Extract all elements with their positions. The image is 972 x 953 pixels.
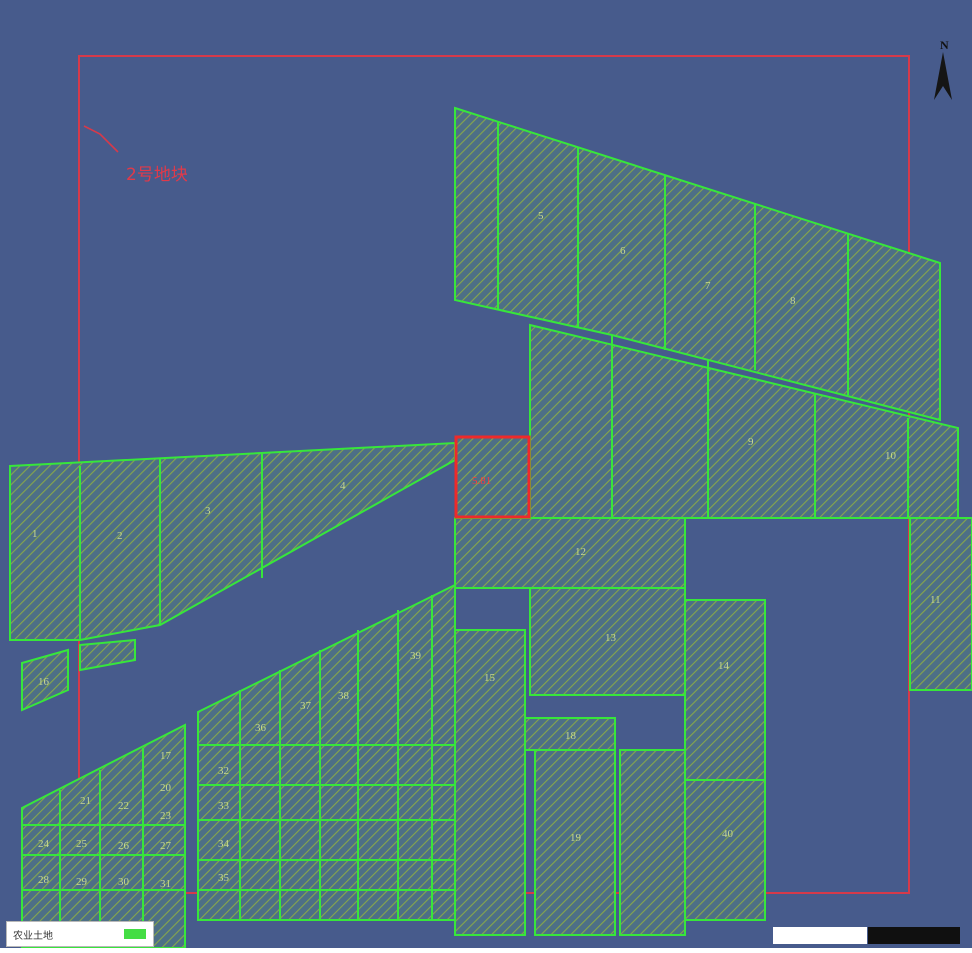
parcel-label: 2 bbox=[117, 530, 123, 542]
parcel-label: 27 bbox=[160, 840, 171, 852]
parcel-label: 24 bbox=[38, 838, 49, 850]
parcel-middle-band[interactable] bbox=[454, 517, 686, 589]
parcel-label: 11 bbox=[930, 594, 941, 606]
parcel-label: 8 bbox=[790, 295, 796, 307]
parcel-label: 37 bbox=[300, 700, 311, 712]
center-parcel-label: 5.81 bbox=[472, 475, 492, 487]
parcel-label: 26 bbox=[118, 840, 129, 852]
parcel-label: 16 bbox=[38, 676, 49, 688]
parcel-center-b[interactable] bbox=[684, 599, 766, 781]
parcel-label: 10 bbox=[885, 450, 896, 462]
parcel-label: 21 bbox=[80, 795, 91, 807]
north-arrow-icon bbox=[934, 52, 952, 100]
parcel-small-left[interactable] bbox=[79, 638, 136, 672]
legend: 农业土地 bbox=[6, 921, 154, 947]
north-letter: N bbox=[940, 38, 949, 52]
parcel-label: 6 bbox=[620, 245, 626, 257]
parcel-label: 1 bbox=[32, 528, 38, 540]
center-parcel-highlight[interactable] bbox=[454, 435, 531, 519]
parcel-upper-right-top[interactable] bbox=[454, 106, 941, 422]
parcel-label: 20 bbox=[160, 782, 171, 794]
parcel-label: 32 bbox=[218, 765, 229, 777]
parcel-label: 28 bbox=[38, 874, 49, 886]
parcel-column-4[interactable] bbox=[684, 779, 766, 921]
parcel-label: 25 bbox=[76, 838, 87, 850]
title-annotation: 2号地块 bbox=[126, 165, 188, 185]
parcel-label: 13 bbox=[605, 632, 616, 644]
parcel-label: 17 bbox=[160, 750, 171, 762]
parcel-grid-middle[interactable] bbox=[197, 583, 456, 921]
parcel-label: 5 bbox=[538, 210, 544, 222]
parcel-11[interactable] bbox=[909, 517, 972, 691]
legend-swatch bbox=[124, 929, 146, 939]
legend-label: 农业土地 bbox=[13, 931, 53, 942]
parcel-label: 39 bbox=[410, 650, 421, 662]
parcel-label: 12 bbox=[575, 546, 586, 558]
parcel-label: 3 bbox=[205, 505, 211, 517]
scalebar-segment bbox=[868, 927, 960, 944]
parcel-16[interactable] bbox=[21, 648, 69, 712]
parcel-label: 29 bbox=[76, 876, 87, 888]
parcel-column-2[interactable] bbox=[534, 749, 616, 936]
parcel-label: 33 bbox=[218, 800, 229, 812]
parcel-label: 31 bbox=[160, 878, 171, 890]
parcel-label: 34 bbox=[218, 838, 229, 850]
parcel-label: 40 bbox=[722, 828, 733, 840]
parcel-label: 36 bbox=[255, 722, 266, 734]
parcel-label: 14 bbox=[718, 660, 729, 672]
scalebar-segment bbox=[773, 927, 867, 944]
parcel-label: 35 bbox=[218, 872, 229, 884]
parcel-label: 9 bbox=[748, 436, 754, 448]
parcel-label: 15 bbox=[484, 672, 495, 684]
parcel-label: 22 bbox=[118, 800, 129, 812]
parcel-label: 23 bbox=[160, 810, 171, 822]
parcel-label: 19 bbox=[570, 832, 581, 844]
parcel-label: 7 bbox=[705, 280, 711, 292]
parcel-column-3[interactable] bbox=[619, 749, 686, 936]
annotation-leader bbox=[83, 125, 119, 153]
parcel-label: 38 bbox=[338, 690, 349, 702]
parcel-label: 4 bbox=[340, 480, 346, 492]
parcel-label: 18 bbox=[565, 730, 576, 742]
parcel-label: 30 bbox=[118, 876, 129, 888]
